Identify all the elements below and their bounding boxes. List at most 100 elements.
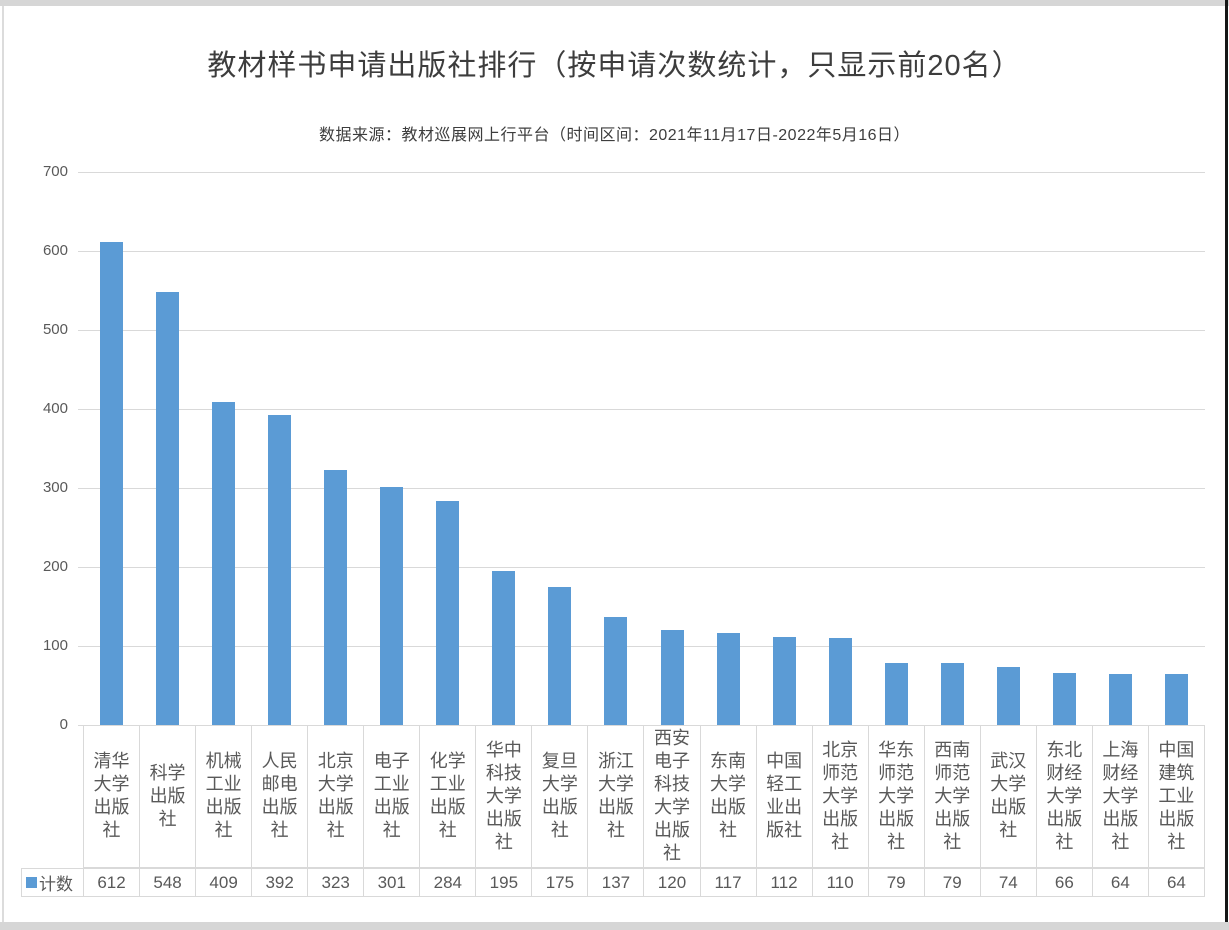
category-cell: 人民邮电出版社	[251, 725, 308, 868]
category-cell: 科学出版社	[139, 725, 196, 868]
y-axis-tick-label: 600	[42, 242, 68, 259]
category-label: 电子工业出版社	[373, 751, 410, 840]
value-cell: 64	[1091, 868, 1148, 897]
category-cell: 机械工业出版社	[195, 725, 252, 868]
value-cell: 64	[1147, 868, 1205, 897]
category-cell: 西南师范大学出版社	[923, 725, 980, 868]
bar	[156, 292, 179, 725]
gridline	[78, 251, 1205, 252]
category-cell: 电子工业出版社	[363, 725, 420, 868]
bar	[829, 638, 852, 725]
bar	[492, 571, 515, 725]
y-axis-tick-label: 300	[42, 479, 68, 496]
value-cell: 112	[755, 868, 812, 897]
category-cell: 东南大学出版社	[699, 725, 756, 868]
category-label: 复旦大学出版社	[541, 751, 578, 840]
value-cell: 137	[587, 868, 644, 897]
bar	[436, 501, 459, 725]
category-label: 华中科技大学出版社	[485, 739, 522, 852]
category-cell: 清华大学出版社	[83, 725, 140, 868]
value-cell: 323	[307, 868, 364, 897]
value-cell: 409	[195, 868, 252, 897]
gridline	[78, 488, 1205, 489]
value-cell: 66	[1035, 868, 1092, 897]
frame-top-edge	[0, 0, 1229, 6]
bar	[1053, 673, 1076, 725]
category-cell: 华东师范大学出版社	[867, 725, 924, 868]
category-label: 东北财经大学出版社	[1046, 739, 1083, 852]
value-cell: 301	[363, 868, 420, 897]
value-cell: 612	[83, 868, 140, 897]
chart-subtitle: 数据来源：教材巡展网上行平台（时间区间：2021年11月17日-2022年5月1…	[318, 127, 911, 144]
y-axis-tick-label: 700	[42, 163, 68, 180]
category-axis-row: 清华大学出版社 科学出版社 机械工业出版社 人民邮电出版社 北京大学出版社 电子工业出版社…	[83, 725, 1205, 868]
frame-bottom-edge	[0, 922, 1229, 930]
value-cell: 548	[139, 868, 196, 897]
category-cell: 北京师范大学出版社	[811, 725, 868, 868]
category-cell: 华中科技大学出版社	[475, 725, 532, 868]
gridline	[78, 409, 1205, 410]
frame-left-edge	[2, 6, 4, 922]
y-axis-tick-label: 400	[42, 400, 68, 417]
legend-label: 计数	[39, 875, 73, 894]
bar	[268, 415, 291, 725]
bar	[941, 663, 964, 725]
category-label: 北京大学出版社	[317, 751, 354, 840]
y-axis-tick-label: 200	[42, 558, 68, 575]
category-label: 华东师范大学出版社	[878, 739, 915, 852]
y-axis-tick-label: 0	[59, 716, 68, 733]
y-axis-tick-label: 100	[42, 637, 68, 654]
value-cell: 195	[475, 868, 532, 897]
value-cell: 74	[979, 868, 1036, 897]
legend: 计数	[21, 868, 83, 897]
gridline	[78, 172, 1205, 173]
frame-right-edge	[1225, 0, 1228, 922]
category-cell: 北京大学出版社	[307, 725, 364, 868]
bar	[548, 587, 571, 725]
category-cell: 上海财经大学出版社	[1091, 725, 1148, 868]
category-label: 北京师范大学出版社	[822, 739, 859, 852]
gridline	[78, 330, 1205, 331]
category-cell: 西安电子科技大学出版社	[643, 725, 700, 868]
data-table-row: 计数 612 548 409 392 323 301 284 195 175 137 120 117 1…	[21, 868, 1205, 897]
bar	[100, 242, 123, 725]
category-label: 中国轻工业出版社	[766, 751, 803, 840]
bar	[1109, 674, 1132, 725]
category-cell: 武汉大学出版社	[979, 725, 1036, 868]
gridline	[78, 646, 1205, 647]
bar	[380, 487, 403, 725]
value-cell: 79	[923, 868, 980, 897]
category-label: 机械工业出版社	[205, 751, 242, 840]
value-cell: 284	[419, 868, 476, 897]
category-cell: 化学工业出版社	[419, 725, 476, 868]
bar	[1165, 674, 1188, 725]
bar	[212, 402, 235, 725]
category-label: 浙江大学出版社	[597, 751, 634, 840]
value-cell: 79	[867, 868, 924, 897]
bar	[773, 637, 796, 725]
value-cell: 110	[811, 868, 868, 897]
category-cell: 中国建筑工业出版社	[1147, 725, 1205, 868]
bar	[997, 667, 1020, 725]
value-cell: 117	[699, 868, 756, 897]
bar	[661, 630, 684, 725]
category-cell: 中国轻工业出版社	[755, 725, 812, 868]
category-label: 化学工业出版社	[429, 751, 466, 840]
category-label: 清华大学出版社	[93, 751, 130, 840]
category-cell: 浙江大学出版社	[587, 725, 644, 868]
gridline	[78, 567, 1205, 568]
category-label: 西南师范大学出版社	[934, 739, 971, 852]
category-cell: 复旦大学出版社	[531, 725, 588, 868]
value-cell: 120	[643, 868, 700, 897]
plot-area	[78, 172, 1205, 726]
category-label: 东南大学出版社	[710, 751, 747, 840]
bar	[717, 633, 740, 725]
category-label: 人民邮电出版社	[261, 751, 298, 840]
category-label: 上海财经大学出版社	[1102, 739, 1139, 852]
category-label: 西安电子科技大学出版社	[653, 728, 690, 863]
bar	[885, 663, 908, 725]
bar	[604, 617, 627, 725]
value-cell: 175	[531, 868, 588, 897]
value-cell: 392	[251, 868, 308, 897]
